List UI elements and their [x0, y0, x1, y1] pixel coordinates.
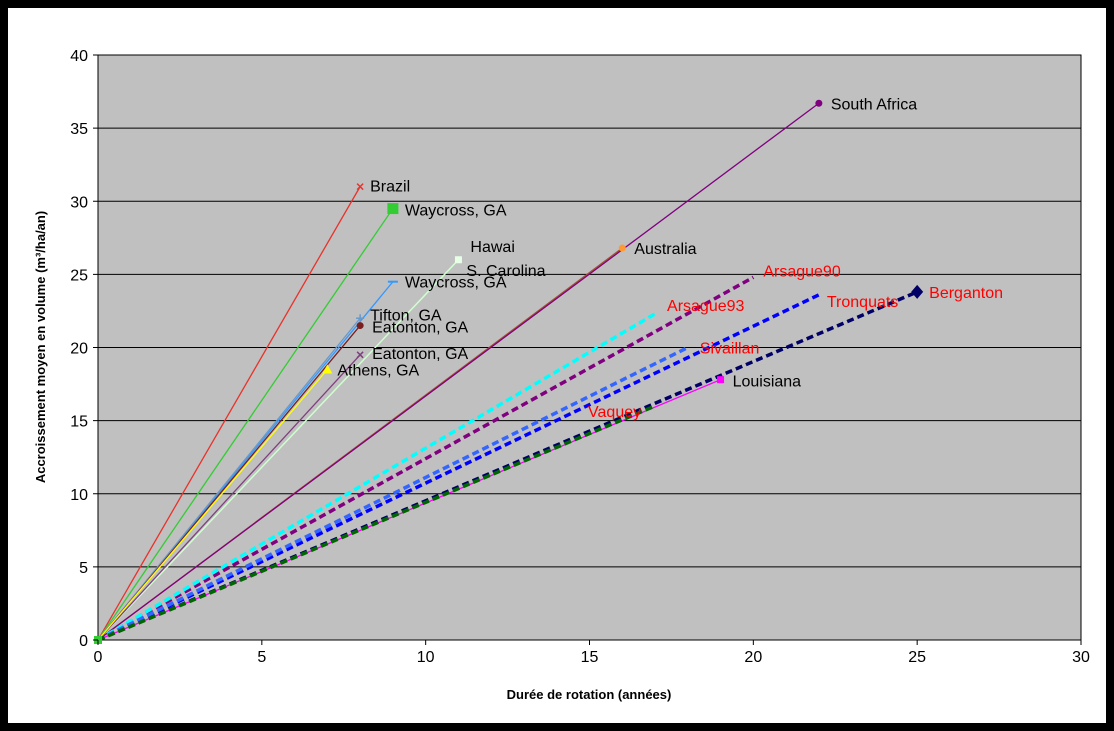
point-marker: [815, 99, 823, 107]
series-line: [97, 186, 361, 641]
y-tick-label: 0: [79, 633, 88, 650]
point-marker: [322, 364, 333, 374]
y-tick-label: 20: [70, 341, 88, 358]
series-label: Hawai: [470, 239, 514, 256]
point-marker: [356, 322, 364, 330]
series-label: Berganton: [929, 285, 1003, 302]
series-label: Sivaillan: [700, 341, 760, 358]
series-label: Arsague93: [667, 298, 744, 315]
point-marker: [618, 244, 626, 252]
series-label: Tronquats: [827, 294, 898, 311]
series-line: [97, 404, 656, 642]
series-lines: [97, 102, 918, 642]
point-marker: [911, 284, 924, 299]
x-tick-label: 5: [257, 649, 266, 666]
series-label: Waycross, GA: [405, 203, 507, 220]
series-line: [97, 259, 459, 641]
series-label: Australia: [634, 241, 696, 258]
y-tick-label: 35: [70, 121, 88, 138]
series-label: Eatonton, GA: [372, 320, 468, 337]
series-label: Arsague90: [763, 263, 840, 280]
y-tick-label: 15: [70, 414, 88, 431]
series-label: Waycross, GA: [405, 275, 507, 292]
series-label: Louisiana: [733, 374, 802, 391]
point-marker: [356, 314, 365, 323]
series-line: [97, 293, 820, 642]
series-line: [97, 102, 820, 641]
y-axis-title: Accroissement moyen en volume (m³/ha/an): [33, 211, 48, 483]
x-tick-label: 10: [417, 649, 435, 666]
point-marker: [356, 351, 364, 359]
x-tick-label: 30: [1072, 649, 1090, 666]
y-tick-label: 25: [70, 267, 88, 284]
x-tick-label: 0: [94, 649, 103, 666]
x-axis-title: Durée de rotation (années): [507, 687, 672, 702]
series-label: S. Carolina: [466, 263, 545, 280]
y-tick-label: 30: [70, 194, 88, 211]
series-label: Tifton, GA: [370, 307, 442, 324]
x-axis-ticks: 0 5 10 15 20 25 30: [94, 640, 1090, 666]
series-line: [97, 317, 361, 641]
series-line: [97, 369, 328, 641]
y-tick-label: 40: [70, 48, 88, 65]
series-line: [97, 354, 361, 641]
series-label: Eatonton, GA: [372, 346, 468, 363]
x-tick-label: 25: [908, 649, 926, 666]
y-tick-label: 10: [70, 487, 88, 504]
series-line: [97, 312, 656, 642]
series-line: [97, 208, 394, 641]
y-tick-label: 5: [79, 560, 88, 577]
x-tick-label: 20: [744, 649, 762, 666]
series-label: South Africa: [831, 96, 917, 113]
chart-frame: Brazil Waycross, GA Hawai S. Carolina Waycro…: [8, 8, 1106, 723]
point-marker: [387, 203, 399, 215]
y-axis-ticks: 0 5 10 15 20 25 30 35 40: [70, 48, 98, 650]
point-marker: [454, 256, 462, 264]
point-marker: [356, 183, 364, 191]
x-tick-label: 15: [581, 649, 599, 666]
series-label: Vaquey: [588, 404, 641, 421]
series-line: [97, 275, 755, 642]
series-label: Athens, GA: [337, 362, 419, 379]
series-label: Brazil: [370, 179, 410, 196]
point-marker: [717, 376, 725, 384]
